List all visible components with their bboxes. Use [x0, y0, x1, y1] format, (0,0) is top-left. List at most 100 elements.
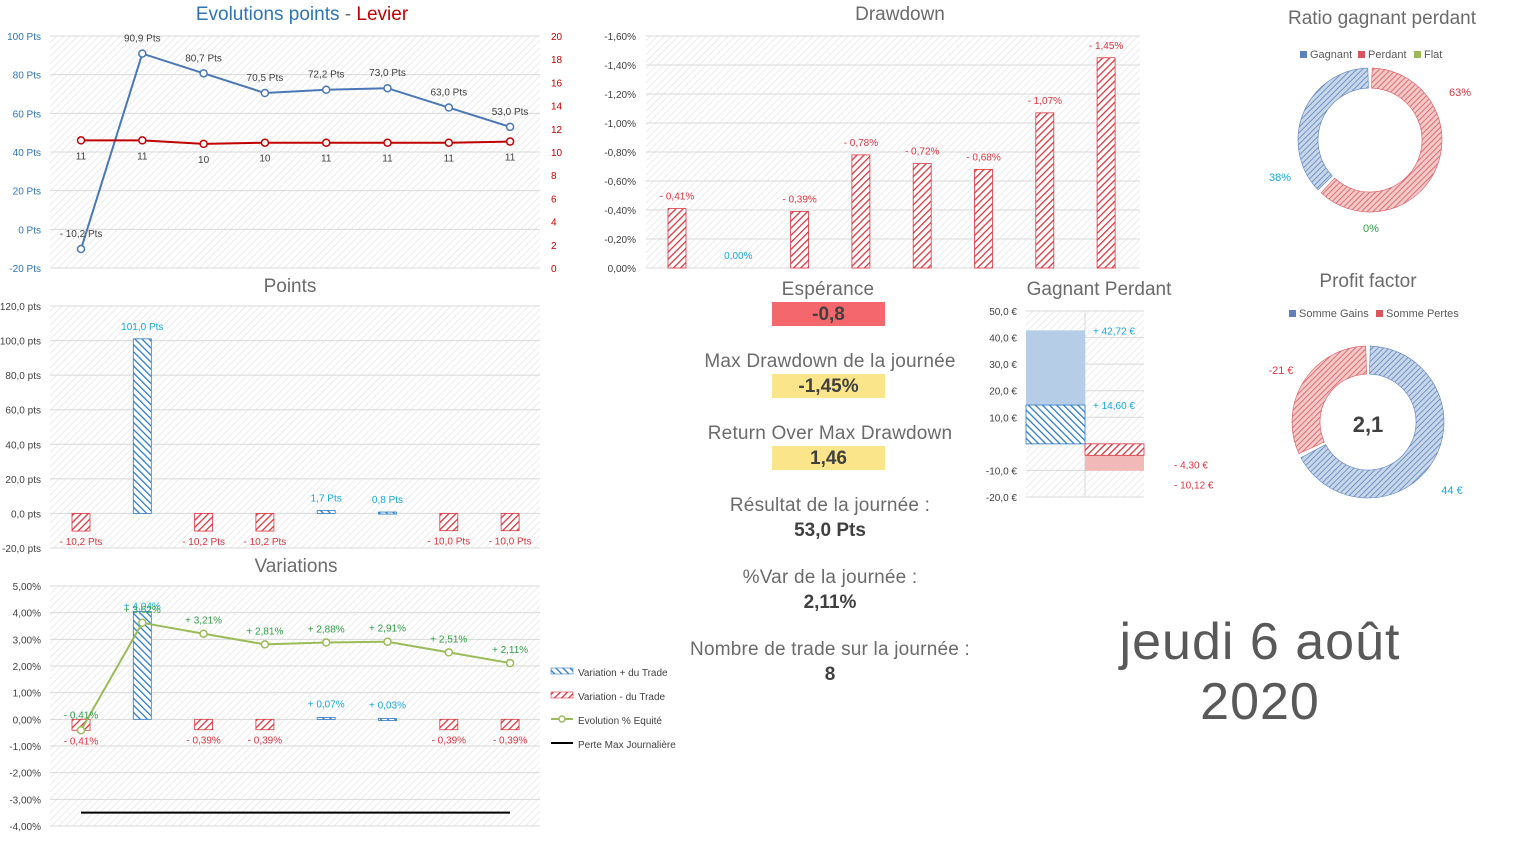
dd-bar-label: - 0,41%: [660, 192, 695, 203]
var-equity-marker: [383, 637, 392, 646]
pts-bar-label: 1,7 Pts: [311, 493, 342, 504]
evo-right-tick: 14: [551, 102, 563, 113]
ratio-legend-swatch: [1358, 51, 1365, 58]
pts-bar: [194, 513, 214, 532]
var-tick: -1,00%: [9, 742, 41, 753]
pts-bar: [71, 513, 91, 532]
pts-tick: 80,0 pts: [5, 371, 41, 382]
chart-points-title: Points: [264, 276, 317, 297]
evo-levier-marker: [260, 138, 270, 147]
pts-tick: 120,0 pts: [0, 302, 41, 313]
pf-label-gains: 44 €: [1441, 485, 1462, 497]
var-tick: 3,00%: [13, 635, 41, 646]
var-equity-label: + 2,88%: [308, 625, 345, 636]
kpi-max-drawdown-value: -1,45%: [772, 374, 885, 398]
var-equity-marker: [260, 640, 270, 649]
pf-label-pertes: -21 €: [1268, 365, 1293, 377]
kpi-nb-trades-title: Nombre de trade sur la journée :: [690, 639, 970, 660]
evo-points-label: 72,2 Pts: [308, 70, 345, 81]
evo-levier-label: 10: [198, 155, 210, 166]
evo-levier-label: 11: [505, 153, 516, 164]
chart-drawdown-title: Drawdown: [855, 4, 945, 25]
var-tick: 1,00%: [13, 689, 41, 700]
evo-points-label: - 10,2 Pts: [60, 229, 103, 240]
gp-bar-gain-avg: [1025, 404, 1086, 445]
var-legend-label: Variation + du Trade: [578, 668, 668, 679]
var-equity-line: [80, 621, 511, 731]
var-bar-label: + 0,03%: [369, 701, 406, 712]
evo-left-tick: -20 Pts: [9, 264, 41, 275]
evo-levier-label: 11: [382, 154, 393, 165]
var-legend-swatch-pos: [550, 667, 574, 675]
evo-right-tick: 6: [551, 194, 557, 205]
var-bar-label: - 0,39%: [493, 736, 528, 747]
dd-bar-label: - 0,78%: [844, 138, 879, 149]
pts-tick: 60,0 pts: [5, 406, 41, 417]
var-tick: 5,00%: [13, 582, 41, 593]
dd-tick: -1,60%: [604, 32, 636, 43]
var-bar-label: - 0,41%: [64, 736, 99, 747]
dd-tick: -0,60%: [604, 177, 636, 188]
dd-bar: [1035, 112, 1055, 269]
pts-bar: [255, 513, 275, 532]
evo-levier-marker: [138, 136, 147, 145]
dd-tick: -0,20%: [604, 235, 636, 246]
var-bar: [132, 611, 152, 720]
evo-levier-label: 10: [259, 154, 271, 165]
evo-right-tick: 10: [551, 148, 563, 159]
chart-ratio: Ratio gagnant perdant Gagnant Perdant Flat…: [1269, 8, 1477, 235]
ratio-slice: [1320, 67, 1443, 213]
var-legend-label: Evolution % Equité: [578, 716, 662, 727]
chart-evolutions-title-levier: Levier: [356, 4, 408, 25]
evo-points-label: 70,5 Pts: [247, 73, 284, 84]
pts-tick: 100,0 pts: [0, 337, 41, 348]
evo-points-marker: [138, 49, 147, 58]
var-equity-label: + 2,11%: [492, 645, 528, 656]
var-equity-marker: [444, 648, 454, 657]
chart-ratio-title: Ratio gagnant perdant: [1288, 8, 1477, 29]
ratio-label-perdant: 63%: [1449, 87, 1471, 99]
pts-bar: [316, 510, 336, 514]
evo-points-marker: [505, 122, 515, 132]
chart-profit-factor: Profit factor Somme Gains Somme Pertes 44…: [1268, 271, 1463, 499]
var-bar: [378, 718, 397, 721]
dd-bar-label: - 0,39%: [782, 194, 817, 205]
var-equity-label: + 2,81%: [246, 626, 283, 637]
dd-tick: -1,40%: [604, 61, 636, 72]
chart-points: Points -20,0 pts 0,0 pts 20,0 pts 40,0 pts 6…: [0, 276, 540, 555]
gp-tick: 30,0 €: [989, 360, 1017, 371]
var-tick: -2,00%: [9, 769, 41, 780]
pts-bar-label: 0,8 Pts: [372, 495, 403, 506]
kpi-esperance-title: Espérance: [781, 279, 875, 300]
pts-bar-label: - 10,0 Pts: [427, 537, 470, 548]
dd-bar-label: - 1,07%: [1028, 96, 1063, 107]
ratio-legend-label: Gagnant: [1310, 49, 1352, 61]
gp-tick: 40,0 €: [989, 334, 1017, 345]
dd-bar: [912, 163, 932, 269]
pts-bar: [132, 338, 152, 514]
var-equity-marker: [199, 629, 208, 638]
var-bar: [255, 718, 275, 731]
pts-bar: [378, 511, 397, 515]
ratio-label-flat: 0%: [1363, 223, 1379, 235]
evo-right-tick: 16: [551, 78, 563, 89]
kpi-return-over-dd-value: 1,46: [772, 446, 885, 470]
pts-tick: 0,0 pts: [11, 509, 41, 520]
evo-points-label: 63,0 Pts: [430, 88, 467, 99]
gp-tick: 10,0 €: [989, 413, 1017, 424]
dd-bar-label: 0,00%: [724, 251, 752, 262]
evo-points-label: 53,0 Pts: [492, 107, 529, 118]
evo-left-tick: 60 Pts: [13, 109, 41, 120]
evo-levier-marker: [444, 138, 454, 147]
kpi-resultat-title: Résultat de la journée :: [729, 495, 931, 516]
gp-label-gain-avg: + 14,60 €: [1093, 401, 1135, 412]
chart-variations-title: Variations: [254, 556, 337, 577]
var-legend-marker-equity: [558, 715, 566, 723]
kpi-var-value: 2,11%: [803, 592, 857, 613]
evo-right-tick: 18: [551, 55, 563, 66]
dd-bar: [790, 211, 809, 269]
gp-bar-loss-avg: [1084, 443, 1145, 456]
var-tick: 4,00%: [13, 609, 41, 620]
evo-points-line: [80, 52, 511, 250]
